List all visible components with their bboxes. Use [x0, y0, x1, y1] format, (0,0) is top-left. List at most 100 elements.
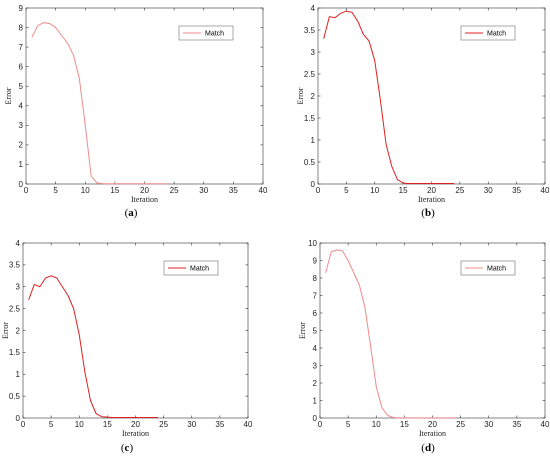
y-tick-label: 3.5	[9, 261, 21, 270]
panel-caption: (c)	[121, 442, 134, 454]
legend-label: Match	[487, 266, 506, 273]
x-tick-label: 15	[110, 186, 119, 195]
y-tick-label: 7	[19, 43, 24, 52]
x-tick-label: 5	[344, 186, 349, 195]
panel-caption: (d)	[421, 442, 435, 454]
y-tick-label: 2	[311, 92, 316, 101]
x-tick-label: 30	[484, 420, 493, 429]
y-tick-label: 3	[16, 283, 21, 292]
x-tick-label: 25	[456, 420, 465, 429]
y-tick-label: 1	[16, 370, 21, 379]
y-tick-label: 3.5	[304, 26, 316, 35]
x-tick-label: 15	[399, 186, 408, 195]
x-tick-label: 35	[229, 186, 238, 195]
y-tick-label: 7	[313, 291, 318, 300]
y-tick-label: 1.5	[9, 348, 21, 357]
x-tick-label: 40	[259, 186, 268, 195]
legend-label: Match	[190, 266, 209, 273]
y-tick-label: 5	[313, 326, 318, 335]
x-tick-label: 10	[81, 186, 90, 195]
y-tick-label: 2	[16, 326, 21, 335]
y-tick-label: 6	[313, 309, 318, 318]
x-tick-label: 25	[159, 420, 168, 429]
legend-box	[178, 25, 234, 41]
y-tick-label: 8	[313, 274, 318, 283]
panel-caption: (b)	[421, 207, 435, 219]
y-tick-label: 3	[313, 361, 318, 370]
series-line	[31, 22, 169, 185]
y-tick-label: 10	[308, 239, 317, 248]
x-axis-label: Iteration	[419, 429, 446, 438]
y-tick-label: 2.5	[9, 304, 21, 313]
y-axis-label: Error	[296, 87, 305, 104]
y-tick-label: 0	[311, 180, 316, 189]
x-tick-label: 40	[541, 420, 550, 429]
chart-panel: 0 5 10 15 20 25 30 35 40 0 1 2 3 4 5 6 7 8 9 10 Iteration Err…	[298, 239, 550, 454]
x-tick-label: 15	[400, 420, 409, 429]
x-tick-label: 20	[428, 420, 437, 429]
x-tick-label: 25	[170, 186, 179, 195]
x-tick-label: 20	[140, 186, 149, 195]
y-tick-label: 9	[313, 256, 318, 265]
series-line	[325, 249, 455, 419]
y-tick-label: 4	[16, 239, 21, 248]
panel-caption: (a)	[125, 207, 138, 219]
x-tick-label: 5	[53, 186, 58, 195]
chart-panel: 0 5 10 15 20 25 30 35 40 0 0.5 1 1.5 2 2.5 3 3.5 4 Iterati…	[296, 4, 550, 219]
y-tick-label: 0	[19, 180, 24, 189]
y-tick-label: 2.5	[304, 70, 316, 79]
y-tick-label: 3	[311, 48, 316, 57]
x-tick-label: 5	[49, 420, 54, 429]
y-tick-label: 1.5	[304, 114, 316, 123]
y-tick-label: 3	[19, 121, 24, 130]
y-tick-label: 2	[313, 379, 318, 388]
y-tick-label: 4	[311, 4, 316, 13]
y-tick-label: 2	[19, 141, 24, 150]
x-tick-label: 30	[484, 186, 493, 195]
y-axis-label: Error	[298, 322, 307, 339]
x-tick-label: 0	[24, 186, 29, 195]
x-tick-label: 40	[541, 186, 550, 195]
y-tick-label: 1	[19, 160, 24, 169]
chart-panel: 0 5 10 15 20 25 30 35 40 0 1 2 3 4 5 6 7 8 9 Iteration Error…	[4, 4, 268, 219]
y-tick-label: 0.5	[9, 392, 21, 401]
y-axis-label: Error	[1, 322, 10, 339]
x-tick-label: 10	[370, 186, 379, 195]
y-axis-label: Error	[4, 87, 13, 104]
y-tick-label: 8	[19, 23, 24, 32]
x-tick-label: 5	[346, 420, 351, 429]
x-tick-label: 35	[512, 420, 521, 429]
y-tick-label: 4	[313, 344, 318, 353]
x-axis-label: Iteration	[131, 195, 158, 204]
x-tick-label: 15	[103, 420, 112, 429]
x-tick-label: 30	[199, 186, 208, 195]
y-tick-label: 1	[313, 396, 318, 405]
legend-label: Match	[487, 31, 506, 38]
legend-label: Match	[205, 31, 224, 38]
x-tick-label: 40	[244, 420, 253, 429]
legend-box	[163, 260, 219, 276]
y-tick-label: 5	[19, 82, 24, 91]
series-line	[28, 275, 158, 419]
y-tick-label: 0	[16, 414, 21, 423]
x-tick-label: 30	[187, 420, 196, 429]
x-tick-label: 35	[512, 186, 521, 195]
x-axis-label: Iteration	[418, 195, 445, 204]
x-tick-label: 0	[316, 186, 321, 195]
y-tick-label: 4	[19, 102, 24, 111]
x-axis-label: Iteration	[122, 429, 149, 438]
y-tick-label: 0	[313, 414, 318, 423]
x-tick-label: 20	[427, 186, 436, 195]
legend-box	[460, 25, 516, 41]
y-tick-label: 6	[19, 62, 24, 71]
series-line	[323, 10, 455, 185]
x-tick-label: 0	[21, 420, 26, 429]
x-tick-label: 25	[455, 186, 464, 195]
x-tick-label: 10	[372, 420, 381, 429]
y-tick-label: 1	[311, 136, 316, 145]
y-tick-label: 9	[19, 4, 24, 13]
x-tick-label: 35	[215, 420, 224, 429]
legend-box	[460, 260, 516, 276]
x-tick-label: 0	[318, 420, 323, 429]
